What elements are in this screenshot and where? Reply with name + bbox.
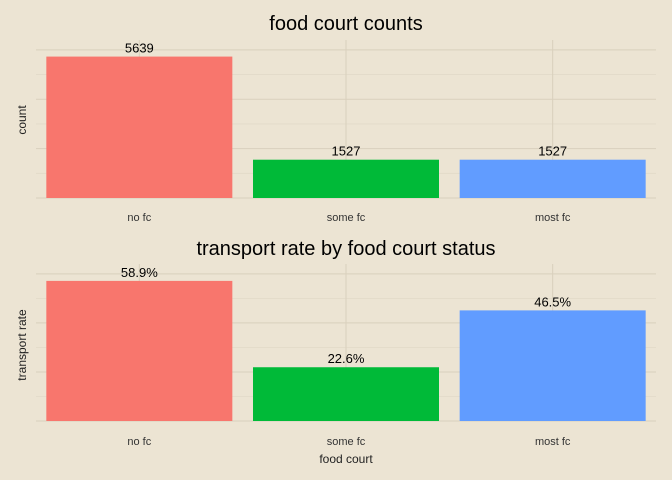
transport-bar-label-no-fc: 58.9%	[121, 265, 158, 280]
counts-x-tick-most-fc: most fc	[535, 212, 571, 224]
transport-bar-label-most-fc: 46.5%	[534, 294, 571, 309]
counts-x-tick-some-fc: some fc	[327, 212, 366, 224]
counts-bar-label-most-fc: 1527	[538, 144, 567, 159]
transport-x-tick-most-fc: most fc	[535, 436, 571, 448]
transport-chart-title: transport rate by food court status	[196, 238, 495, 260]
transport-bar-label-some-fc: 22.6%	[328, 351, 365, 366]
transport-panel: 58.9% no fc 22.6% some fc 46.5% most fc trans…	[15, 238, 656, 466]
transport-x-tick-no-fc: no fc	[127, 436, 151, 448]
counts-bar-no-fc	[46, 56, 233, 199]
transport-y-axis-title: transport rate	[15, 309, 29, 381]
transport-bar-some-fc	[253, 367, 439, 421]
counts-x-tick-no-fc: no fc	[127, 212, 151, 224]
transport-x-axis-title: food court	[319, 452, 373, 466]
counts-bar-label-some-fc: 1527	[332, 144, 361, 159]
transport-x-tick-some-fc: some fc	[327, 436, 366, 448]
transport-bars: 58.9% no fc 22.6% some fc 46.5% most fc	[46, 265, 646, 448]
counts-bar-label-no-fc: 5639	[125, 41, 154, 56]
transport-bar-most-fc	[459, 310, 646, 421]
transport-bar-no-fc	[46, 280, 233, 421]
counts-y-axis-title: count	[15, 105, 29, 135]
counts-panel: 5639 no fc 1527 some fc 1527 most fc food cou…	[15, 13, 656, 224]
counts-chart-title: food court counts	[269, 13, 422, 35]
counts-bars: 5639 no fc 1527 some fc 1527 most fc	[46, 41, 646, 224]
counts-bar-most-fc	[459, 159, 646, 198]
counts-bar-some-fc	[253, 159, 439, 198]
